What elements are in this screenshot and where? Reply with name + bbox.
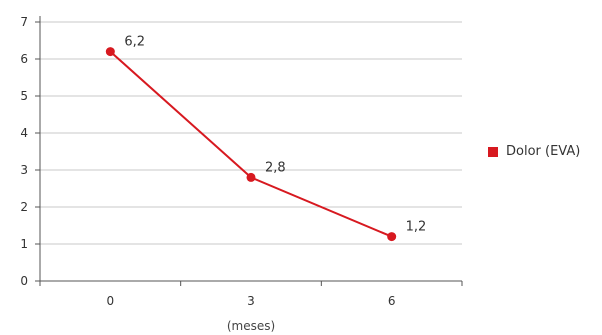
y-tick-label: 0 [20,274,28,288]
y-tick-label: 4 [20,126,28,140]
legend: Dolor (EVA) [488,144,580,159]
y-tick-label: 7 [20,15,28,29]
data-point [387,232,397,242]
data-label: 2,8 [265,160,286,175]
x-tick-label: 0 [107,294,115,308]
y-tick-label: 6 [20,52,28,66]
series-dolor-eva [105,47,397,242]
y-tick-labels: 0 1 2 3 4 5 6 7 [20,15,28,288]
x-tick-labels: 0 3 6 [107,294,396,308]
data-point [105,47,115,57]
data-labels: 6,2 2,8 1,2 [124,35,426,235]
y-tick-label: 2 [20,200,28,214]
legend-swatch [488,146,498,157]
axes [35,16,463,286]
data-label: 6,2 [124,35,145,50]
grid-lines [40,21,462,245]
legend-label: Dolor (EVA) [506,144,581,159]
y-tick-label: 1 [20,237,28,251]
data-label: 1,2 [406,220,427,235]
x-axis-title: (meses) [227,319,275,333]
x-tick-label: 6 [388,294,396,308]
series-line [109,50,393,238]
y-tick-label: 5 [20,89,28,103]
x-tick-label: 3 [247,294,255,308]
y-tick-label: 3 [20,163,28,177]
data-point [246,172,256,182]
